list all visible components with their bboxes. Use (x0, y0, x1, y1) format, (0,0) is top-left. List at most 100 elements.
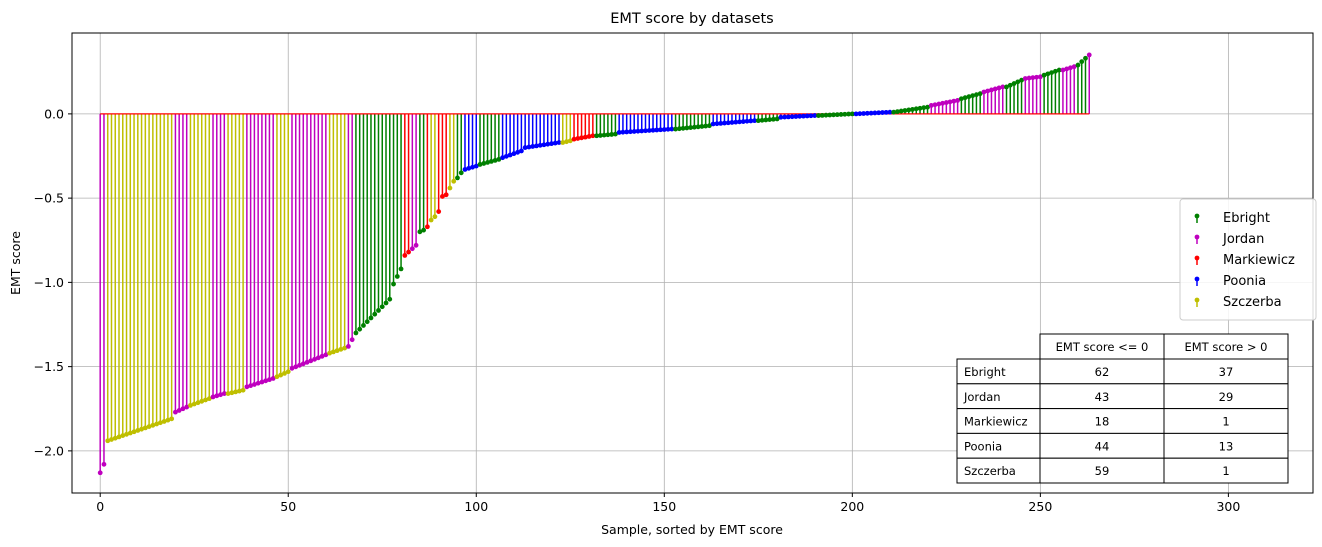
stem-marker (492, 157, 498, 163)
y-tick-label: −1.5 (34, 359, 64, 374)
stem-marker (398, 266, 404, 272)
table-row-label: Markiewicz (964, 415, 1028, 429)
stem-marker (849, 111, 855, 117)
legend: Ebright Jordan Markiewicz Poonia Szczerba (1179, 198, 1317, 321)
stem-marker (752, 118, 757, 124)
stem-marker (353, 330, 359, 336)
stem-marker (458, 170, 464, 176)
table-cell (1039, 432, 1165, 459)
stem-marker (259, 379, 265, 385)
stem-marker (131, 429, 137, 435)
stem-marker (300, 361, 306, 367)
legend-marker (1194, 276, 1200, 282)
stem-marker (312, 356, 317, 362)
stem-marker (229, 390, 235, 396)
stem-marker (579, 135, 584, 141)
stem-marker (240, 387, 246, 393)
x-tick-label: 200 (840, 499, 864, 514)
stem-marker (447, 185, 453, 191)
stem-marker (278, 372, 284, 378)
stem-marker (541, 142, 547, 148)
stem-marker (898, 108, 904, 114)
table-cell-value: 59 (1095, 464, 1110, 478)
stem-marker (270, 376, 276, 381)
table-row-label: Jordan (963, 390, 1001, 404)
stem-marker (669, 126, 675, 132)
stem-marker (372, 311, 378, 317)
stem-marker (319, 353, 325, 359)
legend-marker (1194, 234, 1200, 240)
stem-marker (861, 111, 867, 116)
table-row-label: Szczerba (964, 464, 1016, 478)
stem-marker (827, 112, 833, 118)
stem-marker (564, 139, 569, 145)
table-row-label-cell (956, 358, 1041, 385)
stem-marker (477, 162, 483, 167)
legend-box (1179, 198, 1317, 321)
stem-marker (594, 133, 600, 139)
stem-marker (1056, 67, 1062, 73)
stem-marker (1000, 84, 1006, 90)
stem-marker (778, 114, 784, 120)
legend-label: Szczerba (1223, 295, 1282, 310)
stem-marker (473, 163, 479, 169)
x-tick-label: 150 (652, 499, 676, 514)
stem-marker (684, 125, 690, 131)
stem-marker (996, 85, 1002, 91)
stem-marker (391, 281, 396, 287)
y-tick-label: 0.0 (44, 106, 64, 121)
stem-marker (342, 345, 348, 351)
stem-marker (165, 417, 171, 423)
stem-marker (488, 158, 494, 164)
x-tick-label: 0 (96, 499, 104, 514)
stem-marker (421, 227, 427, 233)
stem-marker (315, 355, 321, 361)
stem-marker (214, 393, 220, 399)
stem-marker (289, 365, 295, 371)
stem-marker (789, 114, 795, 120)
stem-marker (906, 107, 912, 113)
stem-marker (917, 105, 923, 111)
stem-marker (857, 111, 863, 117)
stem-marker (699, 124, 705, 129)
stem-marker (146, 424, 152, 429)
y-tick-label: −1.0 (34, 275, 64, 290)
stem-marker (409, 246, 415, 252)
stem-marker (876, 110, 882, 116)
stem-marker (1004, 84, 1009, 90)
stem-marker (722, 120, 727, 126)
stem-marker (552, 140, 558, 146)
table-row-label-cell (956, 383, 1041, 410)
stem-marker (515, 149, 521, 155)
stem-marker (947, 99, 953, 105)
stem-marker (571, 136, 577, 142)
x-tick-label: 300 (1216, 499, 1240, 514)
stem-marker (797, 113, 803, 119)
stem-marker (774, 116, 780, 122)
stem-marker (496, 156, 502, 162)
stem-marker (661, 127, 667, 132)
stem-marker (330, 349, 336, 355)
stem-marker (808, 113, 814, 119)
table-cell-value: 62 (1095, 365, 1110, 379)
stem-marker (883, 109, 889, 115)
stem-marker (801, 113, 806, 119)
stem-marker (101, 461, 107, 467)
stem-marker (767, 117, 772, 123)
x-tick-label: 250 (1028, 499, 1052, 514)
stem-marker (338, 346, 344, 352)
stem-marker (236, 388, 242, 394)
stem-marker (413, 242, 419, 248)
stem-marker (673, 126, 678, 132)
stem-marker (834, 112, 840, 118)
stem-marker (470, 164, 475, 170)
stem-marker (605, 132, 611, 138)
table-cell-value: 1 (1222, 415, 1229, 429)
stem-marker (665, 126, 671, 132)
stem-marker (364, 319, 370, 325)
stem-marker (932, 102, 938, 108)
stem-marker (180, 406, 186, 412)
stem-marker (613, 131, 618, 137)
stem-marker (880, 110, 885, 115)
